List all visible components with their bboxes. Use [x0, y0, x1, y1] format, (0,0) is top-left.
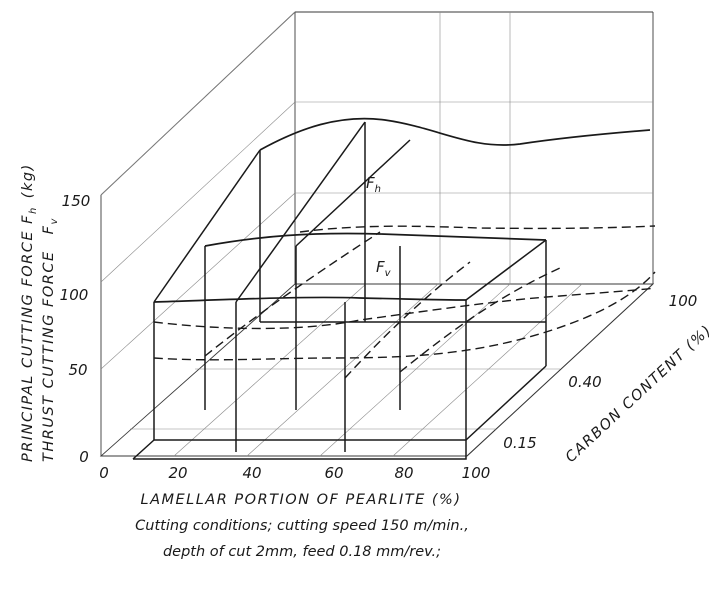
- floor-depth-40: [246, 283, 439, 457]
- box-floor-left: [132, 439, 155, 460]
- floor-depth-80: [392, 283, 583, 457]
- z-axis-label-principal: PRINCIPAL CUTTING FORCE Fh(kg): [20, 163, 39, 462]
- box-depth-mid2: [295, 139, 411, 247]
- caption-line-2: depth of cut 2mm, feed 0.18 mm/rev.;: [163, 544, 441, 560]
- box-depth-mid: [235, 121, 366, 303]
- z-axis-ticks: 0 50 100 150: [60, 192, 91, 466]
- carbon-tick-040: 0.40: [568, 373, 601, 391]
- floor-depth-60: [319, 283, 511, 457]
- z-tick-100: 100: [60, 286, 89, 304]
- caption-line-1: Cutting conditions; cutting speed 150 m/…: [135, 518, 469, 534]
- carbon-axis-ticks: 0.15 0.40 100: [503, 292, 697, 452]
- fv-curve-mid: [153, 287, 656, 330]
- side-grid-100: [100, 101, 296, 283]
- fh-curve-mid: [204, 232, 547, 247]
- fv-diagonal-3: [399, 267, 561, 373]
- carbon-tick-015: 0.15: [503, 434, 536, 452]
- x-tick-0: 0: [99, 464, 109, 482]
- x-axis-label: LAMELLAR PORTION OF PEARLITE (%): [140, 492, 461, 508]
- box-floor-front: [133, 440, 467, 460]
- side-grid-150: [100, 11, 296, 196]
- fv-curve-back: [299, 225, 656, 233]
- grid-lines: [100, 11, 653, 457]
- box-depth-right: [465, 239, 547, 301]
- fv-diagonal-2: [344, 261, 471, 379]
- x-tick-40: 40: [242, 464, 261, 482]
- side-grid-50: [100, 192, 296, 370]
- x-tick-20: 20: [168, 464, 187, 482]
- x-tick-80: 80: [394, 464, 413, 482]
- z-tick-0: 0: [79, 448, 89, 466]
- fv-curve-front: [153, 271, 656, 361]
- floor-outline: [99, 283, 655, 457]
- fh-curve-front: [153, 296, 467, 303]
- fv-diagonal-1: [204, 231, 381, 357]
- z-tick-50: 50: [68, 361, 87, 379]
- carbon-tick-100: 100: [669, 292, 698, 310]
- series-fv-label: Fv: [376, 258, 392, 279]
- box-depth-left: [153, 149, 261, 303]
- x-tick-60: 60: [324, 464, 343, 482]
- right-depth-edge: [466, 283, 654, 457]
- carbon-axis-label: CARBON CONTENT (%): [563, 322, 714, 466]
- series-fh-label: Fh: [366, 174, 381, 195]
- z-tick-150: 150: [62, 192, 91, 210]
- x-axis-ticks: 0 20 40 60 80 100: [99, 464, 490, 482]
- box-floor-right: [465, 365, 547, 441]
- series-fh-lines: [153, 117, 651, 303]
- fh-curve-back: [259, 117, 651, 151]
- measurement-box: [132, 121, 547, 460]
- series-fv-lines: [153, 225, 656, 379]
- z-axis-label-thrust: THRUST CUTTING FORCEFv: [41, 217, 60, 462]
- x-tick-100: 100: [462, 464, 491, 482]
- floor-depth-20: [173, 283, 367, 457]
